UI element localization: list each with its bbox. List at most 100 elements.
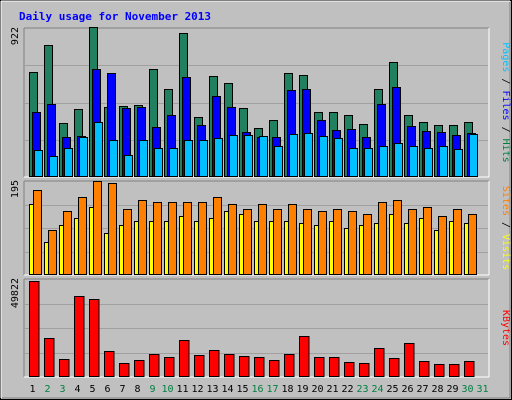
bar-sites-day-15 [243, 209, 252, 275]
legend-part-top-0: Pages [500, 42, 511, 72]
bar-sites-day-6 [108, 183, 117, 275]
bar-pages-day-14 [229, 135, 238, 177]
bar-pages-day-29 [454, 149, 463, 177]
x-tick-label-day-29: 29 [446, 384, 458, 395]
bar-sites-day-23 [363, 214, 372, 275]
bar-kbytes-day-10 [164, 357, 175, 377]
bar-sites-day-21 [333, 209, 342, 275]
bar-sites-day-4 [78, 197, 87, 275]
bar-kbytes-day-8 [134, 360, 145, 377]
bar-pages-day-10 [169, 148, 178, 177]
bar-pages-day-24 [379, 146, 388, 177]
bar-kbytes-day-22 [344, 362, 355, 377]
legend-part-middle-1: / [500, 216, 511, 234]
x-tick-label-day-31: 31 [476, 384, 488, 395]
x-tick-label-day-12: 12 [191, 384, 203, 395]
bar-sites-day-24 [378, 202, 387, 275]
bar-pages-day-5 [94, 122, 103, 177]
x-tick-label-day-14: 14 [221, 384, 233, 395]
bar-kbytes-day-17 [269, 360, 280, 377]
bar-sites-day-17 [273, 209, 282, 275]
x-tick-label-day-19: 19 [296, 384, 308, 395]
chart-title: Daily usage for November 2013 [19, 10, 211, 23]
bar-sites-day-29 [453, 209, 462, 275]
x-tick-label-day-18: 18 [281, 384, 293, 395]
x-tick-label-day-16: 16 [251, 384, 263, 395]
x-tick-label-day-17: 17 [266, 384, 278, 395]
bar-kbytes-day-23 [359, 363, 370, 377]
legend-part-top-4: Hits [500, 139, 511, 163]
chart-panels: 922 Pages / Files / Hits 195 Sites / Visits… [10, 27, 511, 378]
bar-kbytes-day-7 [119, 363, 130, 377]
bar-kbytes-day-4 [74, 296, 85, 377]
bar-kbytes-day-5 [89, 299, 100, 377]
bar-sites-day-18 [288, 204, 297, 275]
bar-kbytes-day-14 [224, 354, 235, 377]
bar-sites-day-2 [48, 230, 57, 275]
x-tick-label-day-8: 8 [134, 384, 140, 395]
y-max-label-top: 922 [10, 27, 21, 45]
bar-pages-day-9 [154, 148, 163, 177]
bar-kbytes-day-30 [464, 361, 475, 377]
x-tick-label-day-30: 30 [461, 384, 473, 395]
bar-pages-day-17 [274, 146, 283, 177]
bar-pages-day-18 [289, 134, 298, 177]
bar-kbytes-day-16 [254, 357, 265, 377]
bar-sites-day-5 [93, 181, 102, 275]
x-tick-label-day-21: 21 [326, 384, 338, 395]
x-tick-label-day-26: 26 [401, 384, 413, 395]
legend-part-top-2: Files [500, 90, 511, 120]
bar-sites-day-26 [408, 209, 417, 275]
x-tick-label-day-10: 10 [161, 384, 173, 395]
bar-pages-day-4 [79, 137, 88, 177]
bar-pages-day-6 [109, 140, 118, 177]
bar-sites-day-1 [33, 190, 42, 275]
bar-kbytes-day-11 [179, 340, 190, 377]
x-tick-label-day-27: 27 [416, 384, 428, 395]
bar-pages-day-19 [304, 133, 313, 177]
bar-pages-day-2 [49, 156, 58, 177]
x-tick-label-day-9: 9 [149, 384, 155, 395]
bar-pages-day-28 [439, 146, 448, 177]
bar-sites-day-3 [63, 211, 72, 275]
bar-sites-day-27 [423, 207, 432, 275]
bar-kbytes-day-13 [209, 350, 220, 377]
bar-pages-day-25 [394, 143, 403, 177]
x-tick-label-day-1: 1 [29, 384, 35, 395]
panel-bottom: 49822 KBytes [10, 278, 511, 378]
bar-kbytes-day-1 [29, 281, 40, 377]
x-tick-label-day-5: 5 [89, 384, 95, 395]
bar-sites-day-20 [318, 211, 327, 275]
x-tick-label-day-20: 20 [311, 384, 323, 395]
legend-part-middle-2: Visits [500, 234, 511, 270]
legend-part-middle-0: Sites [500, 186, 511, 216]
x-tick-label-day-11: 11 [176, 384, 188, 395]
x-tick-label-day-3: 3 [59, 384, 65, 395]
bar-pages-day-16 [259, 136, 268, 177]
bar-kbytes-day-20 [314, 357, 325, 377]
legend-top: Pages / Files / Hits [500, 42, 511, 162]
legend-part-top-1: / [500, 72, 511, 90]
x-tick-label-day-7: 7 [119, 384, 125, 395]
bar-kbytes-day-29 [449, 364, 460, 377]
bar-pages-day-30 [469, 134, 478, 177]
bar-kbytes-day-25 [389, 358, 400, 377]
legend-bottom: KBytes [500, 310, 511, 346]
bar-pages-day-21 [334, 138, 343, 177]
bar-sites-day-10 [168, 202, 177, 275]
x-tick-label-day-13: 13 [206, 384, 218, 395]
bar-pages-day-1 [34, 150, 43, 177]
bar-kbytes-day-19 [299, 336, 310, 377]
bar-pages-day-12 [199, 140, 208, 177]
x-tick-label-day-25: 25 [386, 384, 398, 395]
bar-sites-day-11 [183, 202, 192, 275]
bar-pages-day-20 [319, 136, 328, 177]
panel-middle: 195 Sites / Visits [10, 180, 511, 276]
y-max-label-middle: 195 [10, 180, 21, 198]
bar-sites-day-12 [198, 202, 207, 275]
panel-top: 922 Pages / Files / Hits [10, 27, 511, 178]
bar-kbytes-day-3 [59, 359, 70, 377]
x-tick-label-day-24: 24 [371, 384, 383, 395]
bar-kbytes-day-2 [44, 338, 55, 377]
